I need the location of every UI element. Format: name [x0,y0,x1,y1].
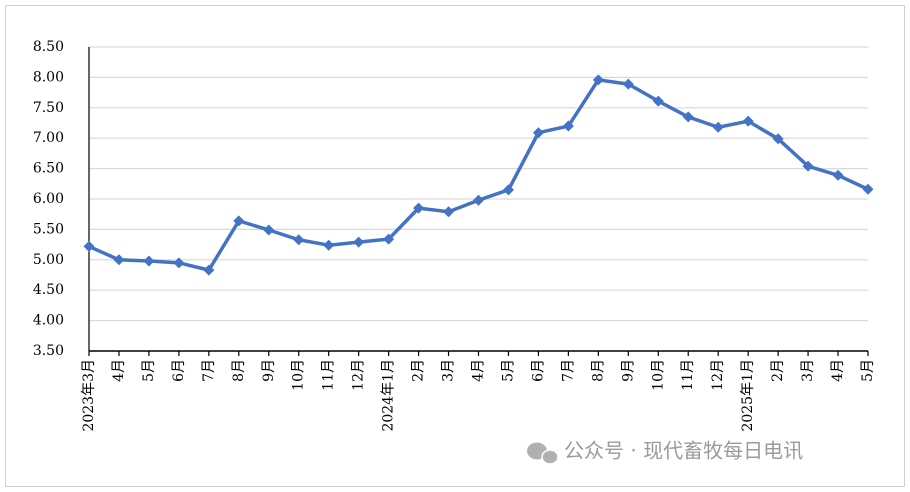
x-tick-label: 4月 [471,359,487,382]
marker [203,264,215,276]
x-tick-label: 12月 [710,359,726,391]
x-tick-label: 2023年3月 [81,359,97,432]
y-tick-label: 3.50 [33,343,64,359]
y-tick-label: 8.50 [33,39,64,55]
frame [5,5,905,487]
x-tick-label: 10月 [291,359,307,391]
y-tick-label: 6.50 [33,161,64,177]
marker [143,255,155,267]
marker [413,202,425,214]
watermark-icon [527,442,559,465]
marker [802,160,814,172]
x-tick-label: 2025年1月 [740,359,756,432]
x-tick-label: 9月 [620,359,636,382]
y-tick-label: 5.00 [33,252,64,268]
marker [473,194,484,206]
marker [323,239,335,251]
x-tick-label: 8月 [231,359,247,382]
marker [682,111,694,123]
marker [652,95,664,107]
x-tick-label: 6月 [530,359,546,382]
x-tick-label: 5月 [860,359,876,382]
x-tick-label: 2月 [770,359,786,382]
marker [832,169,844,181]
x-tick-label: 5月 [141,359,157,382]
x-tick-label: 8月 [590,359,606,382]
marker [862,183,874,195]
x-tick-label: 5月 [500,359,516,382]
y-tick-label: 4.50 [33,282,64,298]
marker [83,240,95,252]
marker [173,257,185,269]
x-tick-label: 7月 [560,359,576,382]
marker [502,184,514,196]
marker [562,120,574,132]
watermark: 公众号 · 现代畜牧每日电讯 [564,439,803,463]
marker [383,233,395,245]
x-tick-label: 9月 [261,359,277,382]
y-tick-label: 7.00 [33,130,64,146]
marker [742,115,754,127]
x-tick-label: 11月 [321,359,337,391]
marker [443,206,455,218]
x-tick-label: 4月 [111,359,127,382]
y-tick-label: 4.00 [33,313,64,329]
marker [113,254,125,266]
marker [293,234,305,246]
x-tick-label: 2024年1月 [381,359,397,432]
y-tick-label: 8.00 [33,69,64,85]
marker [592,74,604,86]
x-tick-label: 6月 [171,359,187,382]
marker [532,127,544,139]
x-tick-label: 4月 [830,359,846,382]
y-tick-label: 7.50 [33,100,64,116]
marker [353,236,365,248]
x-tick-label: 11月 [680,359,696,391]
x-tick-label: 7月 [201,359,217,382]
x-tick-label: 2月 [411,359,427,382]
marker [772,133,784,145]
x-tick-label: 12月 [351,359,367,391]
marker [622,78,634,90]
y-tick-label: 6.00 [33,191,64,207]
marker [233,215,245,227]
marker [263,224,275,236]
x-tick-label: 10月 [650,359,666,391]
x-tick-label: 3月 [441,359,457,382]
marker [712,121,724,133]
x-tick-label: 3月 [800,359,816,382]
y-tick-label: 5.50 [33,221,64,237]
